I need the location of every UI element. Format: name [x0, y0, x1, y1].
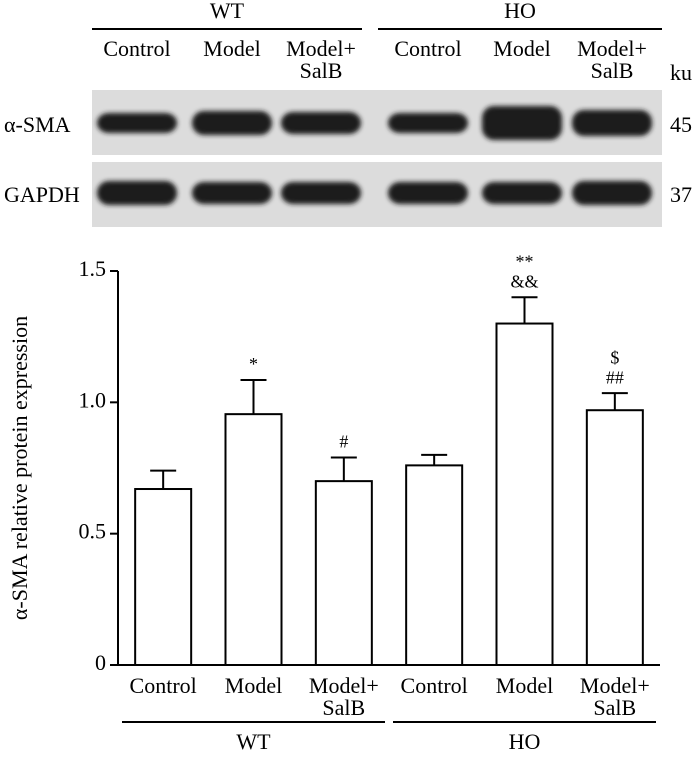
blot-group-label: WT — [210, 0, 245, 23]
blot-band — [388, 113, 468, 133]
x-tick-label: Control — [129, 673, 197, 698]
x-tick-label: Model — [224, 673, 283, 698]
significance-mark: # — [339, 432, 348, 452]
blot-band — [572, 181, 652, 205]
bar — [134, 488, 193, 666]
group-label: WT — [236, 729, 271, 754]
blot-row-label: α-SMA — [4, 112, 71, 137]
blot-band — [482, 106, 562, 140]
y-tick-label: 1.5 — [79, 256, 107, 281]
blot-lane-label: Model — [203, 36, 261, 61]
y-tick-label: 0 — [95, 650, 106, 675]
y-tick-label: 0.5 — [79, 519, 107, 544]
blot-band — [388, 182, 468, 204]
blot-lane-label: Model — [493, 36, 551, 61]
bar — [314, 480, 373, 666]
blot-row-label: GAPDH — [4, 182, 80, 207]
x-tick-label: Model+ SalB — [579, 673, 650, 720]
blot-lane-label: Control — [394, 36, 462, 61]
blot-band — [281, 182, 361, 204]
group-label: HO — [509, 729, 541, 754]
bar — [585, 409, 644, 667]
blot-band — [192, 182, 272, 204]
blot-lane-label: Model+ SalB — [286, 36, 356, 83]
x-tick-label: Model — [495, 673, 554, 698]
bar — [495, 322, 554, 666]
y-tick-label: 1.0 — [79, 387, 107, 412]
blot-unit: ku — [670, 60, 692, 85]
y-axis-label: α-SMA relative protein expression — [7, 316, 32, 620]
blot-band — [572, 110, 652, 136]
blot-size: 45 — [670, 112, 692, 137]
blot-band — [192, 111, 272, 135]
x-tick-label: Model+ SalB — [308, 673, 379, 720]
bar — [405, 464, 464, 666]
significance-mark: && — [510, 271, 538, 291]
blot-panel — [92, 162, 662, 227]
blot-size: 37 — [670, 182, 692, 207]
significance-mark: * — [249, 354, 258, 374]
blot-band — [97, 113, 177, 133]
blot-band — [281, 112, 361, 134]
blot-lane-label: Control — [103, 36, 171, 61]
blot-group-label: HO — [504, 0, 536, 23]
bar — [224, 413, 283, 666]
blot-lane-label: Model+ SalB — [577, 36, 647, 83]
blot-band — [97, 181, 177, 205]
x-tick-label: Control — [400, 673, 468, 698]
blot-band — [482, 182, 562, 204]
significance-mark: $ — [610, 347, 619, 367]
significance-mark: ## — [606, 367, 624, 387]
blot-panel — [92, 90, 662, 155]
significance-mark: ** — [516, 251, 534, 271]
